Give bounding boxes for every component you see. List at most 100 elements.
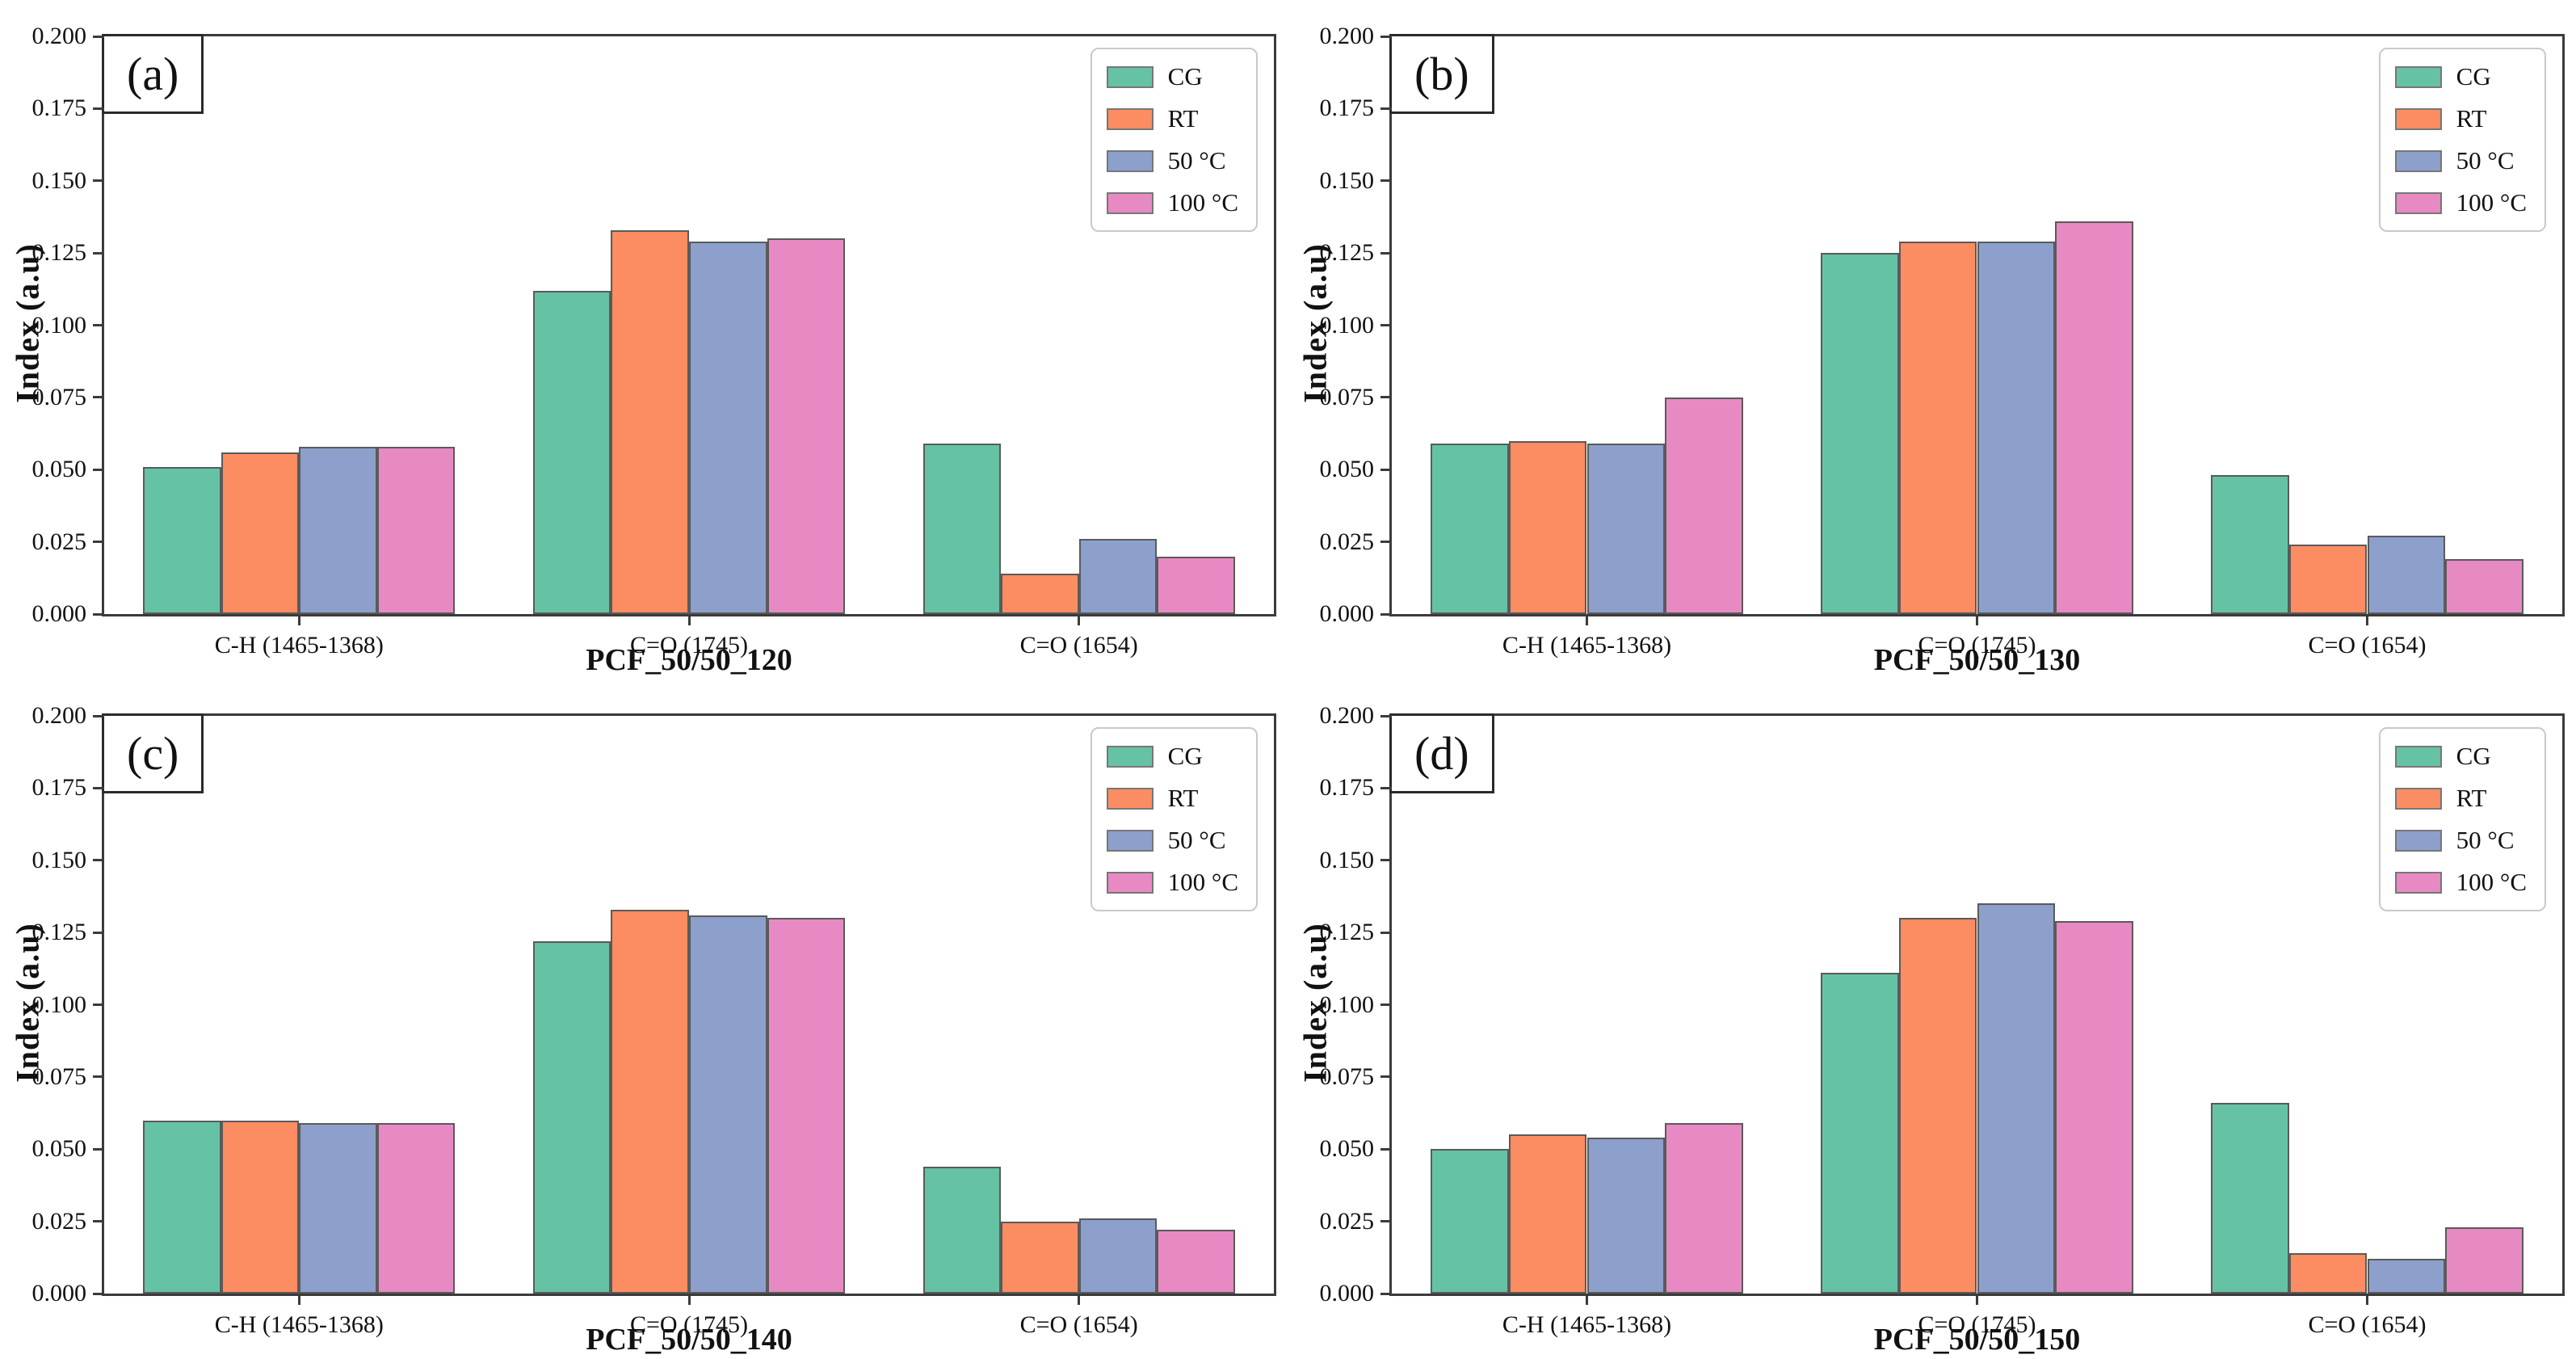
bar-50°C-cat1 [689, 241, 767, 614]
legend: CG RT 50 °C 100 °C [2378, 727, 2546, 911]
bar-100°C-cat1 [767, 238, 846, 614]
y-tick-mark [93, 1292, 104, 1295]
y-tick-label: 0.175 [1319, 95, 1375, 122]
y-tick-mark [1380, 612, 1392, 616]
legend-label: CG [2456, 742, 2491, 770]
bar-100°C-cat0 [376, 446, 456, 614]
y-tick-label: 0.075 [1319, 383, 1375, 410]
bar-100°C-cat0 [1665, 397, 1743, 614]
y-tick-label: 0.075 [1319, 1062, 1375, 1090]
panel-letter-a: (a) [102, 34, 204, 115]
legend-label: 50 °C [2456, 146, 2515, 175]
bar-RT-cat0 [221, 1120, 300, 1294]
plot-area-a: (a) CG RT 50 °C 100 °C 0.000 0.025 0.050 0.075… [32, 23, 1276, 658]
bar-RT-cat0 [1508, 1134, 1587, 1294]
legend-item: 100 °C [2394, 188, 2527, 217]
y-tick-mark [1380, 1147, 1392, 1151]
y-tick-mark [1380, 179, 1392, 183]
legend-swatch-100°C [1106, 871, 1154, 894]
y-tick-label: 0.000 [1319, 600, 1375, 627]
legend-label: CG [1167, 62, 1203, 90]
bar-RT-cat1 [1898, 241, 1977, 614]
legend-swatch-50°C [2394, 149, 2442, 172]
bar-CG-cat2 [2211, 1103, 2289, 1294]
legend-label: RT [1167, 784, 1199, 812]
bar-100°C-cat2 [1157, 1230, 1235, 1294]
x-tick-mark [2366, 1294, 2368, 1305]
legend-label: 100 °C [1167, 868, 1238, 896]
y-tick-mark [1380, 541, 1392, 544]
legend-item: RT [1106, 104, 1238, 133]
category-tick-label: C=O (1654) [1019, 632, 1138, 658]
y-tick-label: 0.125 [1319, 239, 1375, 267]
y-tick-mark [93, 931, 104, 934]
legend-item: 100 °C [1106, 868, 1238, 897]
y-tick-mark [93, 468, 104, 471]
legend-swatch-RT [2394, 787, 2442, 810]
panel-c: Index (a.u) (c) CG RT 50 °C 100 °C 0.000 0.0… [0, 680, 1288, 1359]
legend-item: 100 °C [1106, 188, 1238, 217]
y-tick-label: 0.025 [1319, 1207, 1375, 1235]
bar-CG-cat1 [532, 940, 611, 1294]
category-tick-label: C=O (1745) [1918, 1311, 2036, 1338]
bar-100°C-cat0 [376, 1123, 456, 1294]
y-tick-label: 0.200 [32, 702, 87, 729]
y-tick-label: 0.050 [1319, 456, 1375, 483]
legend-swatch-CG [2394, 745, 2442, 768]
y-tick-mark [93, 612, 104, 616]
panel-d: Index (a.u) (d) CG RT 50 °C 100 °C 0.000 0.0… [1288, 680, 2576, 1359]
x-axis-label: PCF_50/50_140 [586, 1323, 792, 1357]
y-tick-mark [93, 859, 104, 862]
y-tick-label: 0.075 [32, 383, 87, 410]
legend-swatch-100°C [1106, 191, 1154, 214]
y-tick-label: 0.100 [32, 311, 87, 339]
category-tick-label: C=O (1745) [1918, 632, 2036, 658]
x-tick-mark [687, 1294, 691, 1305]
panel-a: Index (a.u) (a) CG RT 50 °C 100 °C 0.000 0.0… [0, 0, 1288, 680]
y-tick-label: 0.050 [1319, 1135, 1375, 1163]
y-tick-label: 0.150 [1319, 846, 1375, 873]
y-tick-mark [93, 1220, 104, 1223]
legend-item: CG [2394, 742, 2527, 771]
y-tick-mark [1380, 324, 1392, 326]
legend: CG RT 50 °C 100 °C [1090, 48, 1258, 232]
y-tick-label: 0.150 [32, 846, 87, 873]
y-tick-label: 0.200 [1319, 23, 1375, 49]
legend-item: RT [2394, 784, 2527, 813]
legend-label: CG [2456, 62, 2491, 90]
y-tick-label: 0.050 [32, 456, 87, 483]
legend-item: 100 °C [2394, 868, 2527, 897]
bar-CG-cat1 [1821, 253, 1899, 614]
bar-50°C-cat1 [689, 915, 767, 1294]
legend-swatch-50°C [1106, 829, 1154, 852]
category-tick-label: C-H (1465-1368) [1502, 1311, 1672, 1338]
plot-area-d: (d) CG RT 50 °C 100 °C 0.000 0.025 0.050 0.075… [1320, 703, 2565, 1338]
y-tick-mark [93, 35, 104, 38]
y-tick-label: 0.150 [32, 166, 87, 194]
y-tick-mark [93, 251, 104, 255]
x-tick-mark [1976, 1294, 1978, 1305]
y-tick-mark [93, 541, 104, 544]
legend: CG RT 50 °C 100 °C [2378, 48, 2546, 232]
y-tick-label: 0.050 [32, 1135, 87, 1163]
bar-100°C-cat2 [2445, 1226, 2523, 1294]
category-tick-label: C=O (1745) [629, 1311, 749, 1338]
legend-label: RT [1167, 104, 1199, 133]
bar-50°C-cat2 [2367, 1259, 2446, 1294]
x-tick-mark [1585, 614, 1588, 625]
y-tick-mark [93, 1075, 104, 1079]
bar-RT-cat1 [611, 909, 689, 1294]
bar-50°C-cat2 [2367, 536, 2446, 614]
bar-100°C-cat1 [2055, 920, 2133, 1294]
x-axis-label: PCF_50/50_120 [586, 643, 792, 677]
y-tick-label: 0.125 [32, 919, 87, 946]
y-tick-label: 0.000 [1319, 1280, 1375, 1306]
y-tick-label: 0.100 [1319, 311, 1375, 339]
panel-b: Index (a.u) (b) CG RT 50 °C 100 °C 0.000 0.0… [1288, 0, 2576, 680]
y-tick-label: 0.025 [32, 528, 87, 555]
y-tick-mark [1380, 1220, 1392, 1223]
category-tick-label: C=O (1654) [2308, 1311, 2427, 1338]
bar-RT-cat2 [2288, 545, 2368, 614]
x-axis-label: PCF_50/50_150 [1873, 1323, 2081, 1357]
